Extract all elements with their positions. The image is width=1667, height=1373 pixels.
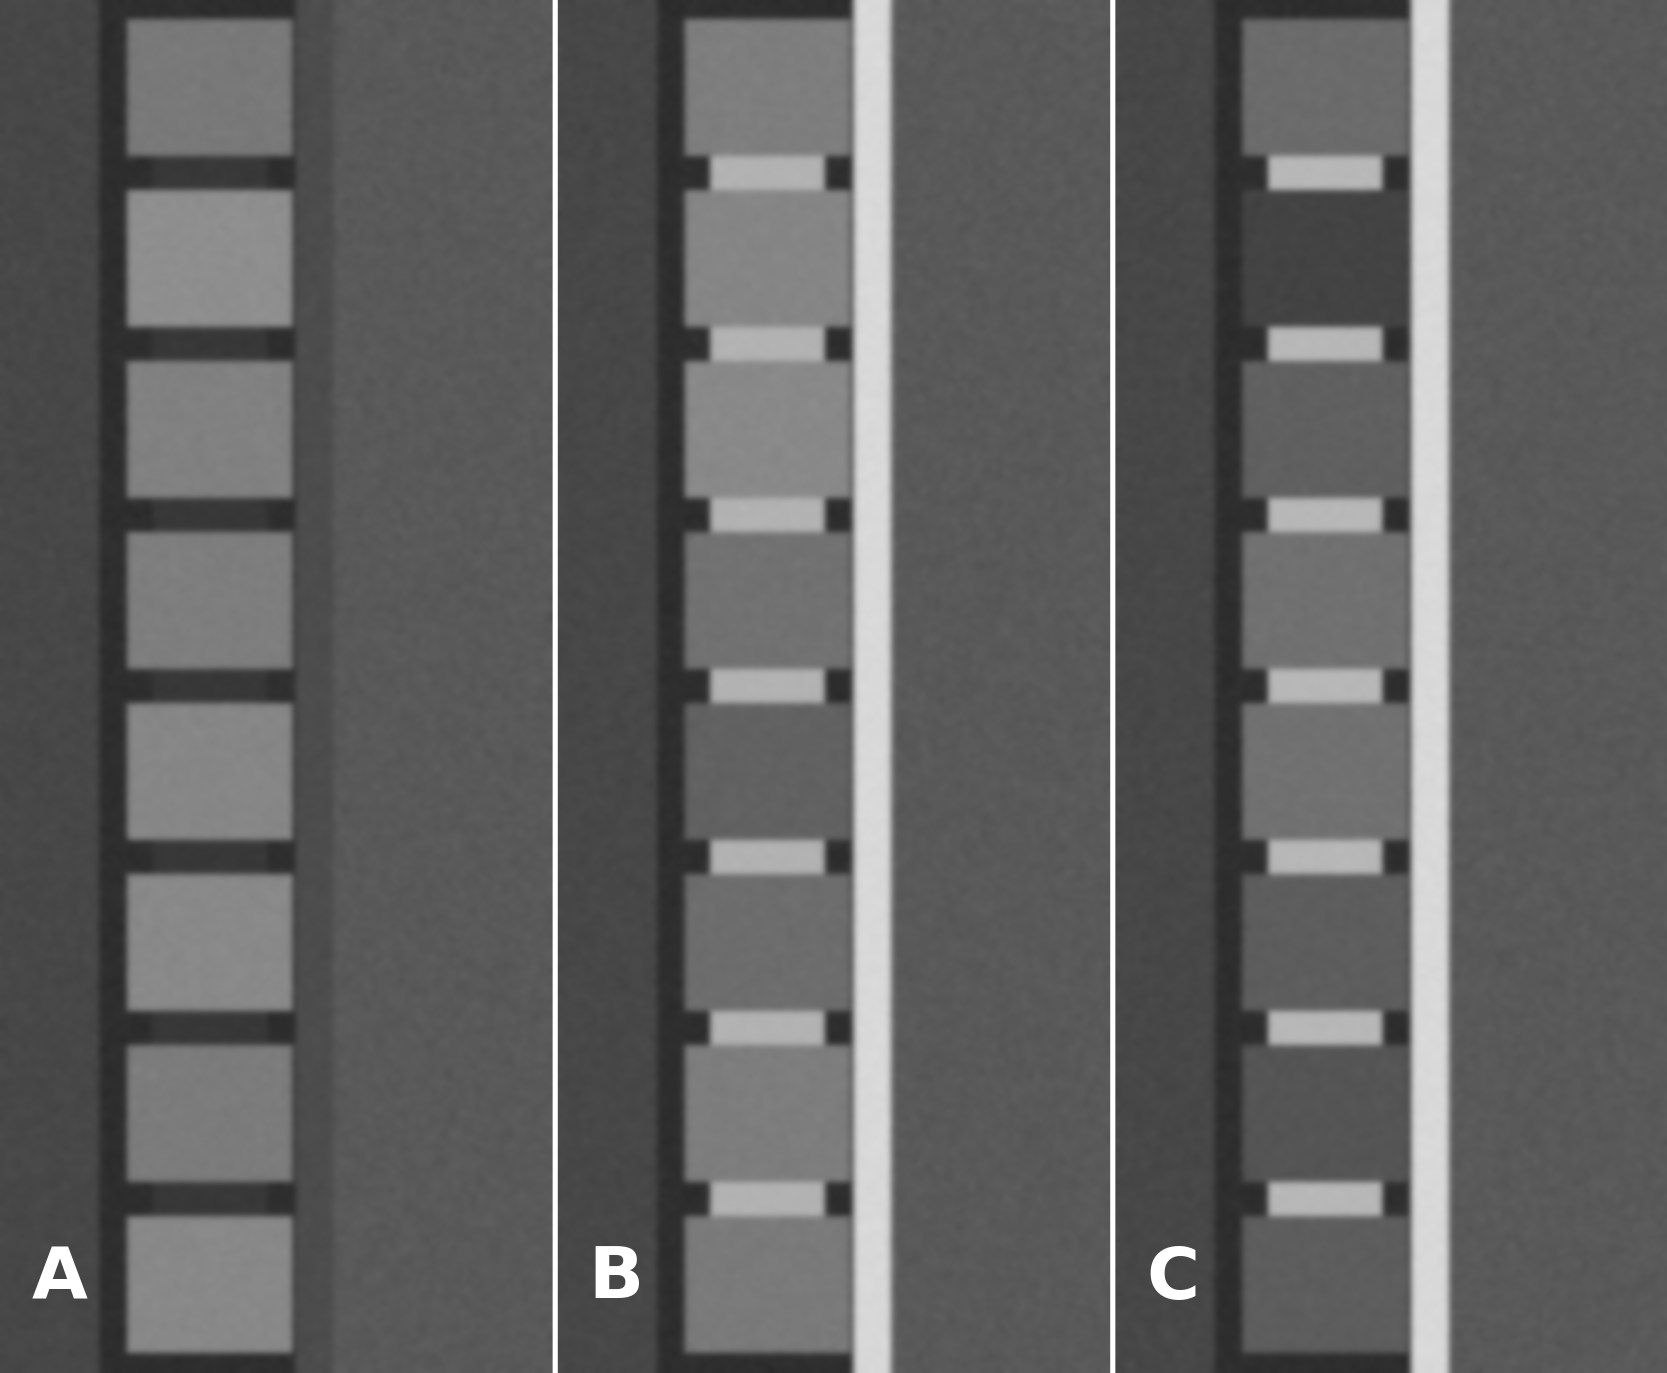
- Text: C: C: [1145, 1244, 1199, 1314]
- Text: B: B: [588, 1244, 643, 1314]
- Text: A: A: [32, 1244, 87, 1314]
